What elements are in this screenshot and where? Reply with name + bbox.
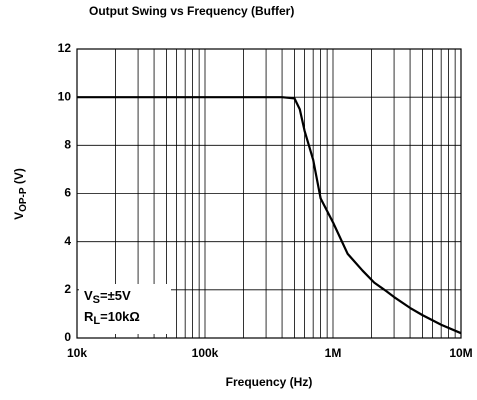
annotation: VS=±5V <box>84 288 131 305</box>
annotation-main: V <box>84 288 93 303</box>
y-tick-label: 6 <box>64 186 71 200</box>
x-tick-label: 10k <box>67 346 87 360</box>
annotation: RL=10kΩ <box>84 309 140 326</box>
data-line <box>77 96 462 335</box>
y-tick-label: 4 <box>64 234 71 248</box>
y-tick-label: 12 <box>58 41 72 55</box>
y-axis-label: VOP-P (V) <box>12 168 28 220</box>
annotation-main: R <box>84 309 94 324</box>
y-tick-label: 8 <box>64 138 71 152</box>
plot-frame <box>76 48 462 339</box>
x-tick-label: 1M <box>325 346 342 360</box>
y-label-main: V <box>12 212 26 220</box>
x-axis-label: Frequency (Hz) <box>226 375 313 389</box>
annotation-sub: L <box>93 315 100 327</box>
y-label-rest: (V) <box>12 168 26 187</box>
annotation-sub: S <box>93 294 100 306</box>
annotation-rest: =10kΩ <box>100 309 140 324</box>
y-tick-label: 0 <box>64 330 71 344</box>
chart-title: Output Swing vs Frequency (Buffer) <box>89 4 294 18</box>
y-tick-label: 10 <box>58 89 72 103</box>
annotation-rest: =±5V <box>100 288 131 303</box>
annotation-bg <box>79 284 171 334</box>
x-tick-label: 100k <box>192 346 219 360</box>
y-label-sub: OP-P <box>18 187 29 212</box>
y-tick-label: 2 <box>64 282 71 296</box>
x-tick-label: 10M <box>449 346 472 360</box>
